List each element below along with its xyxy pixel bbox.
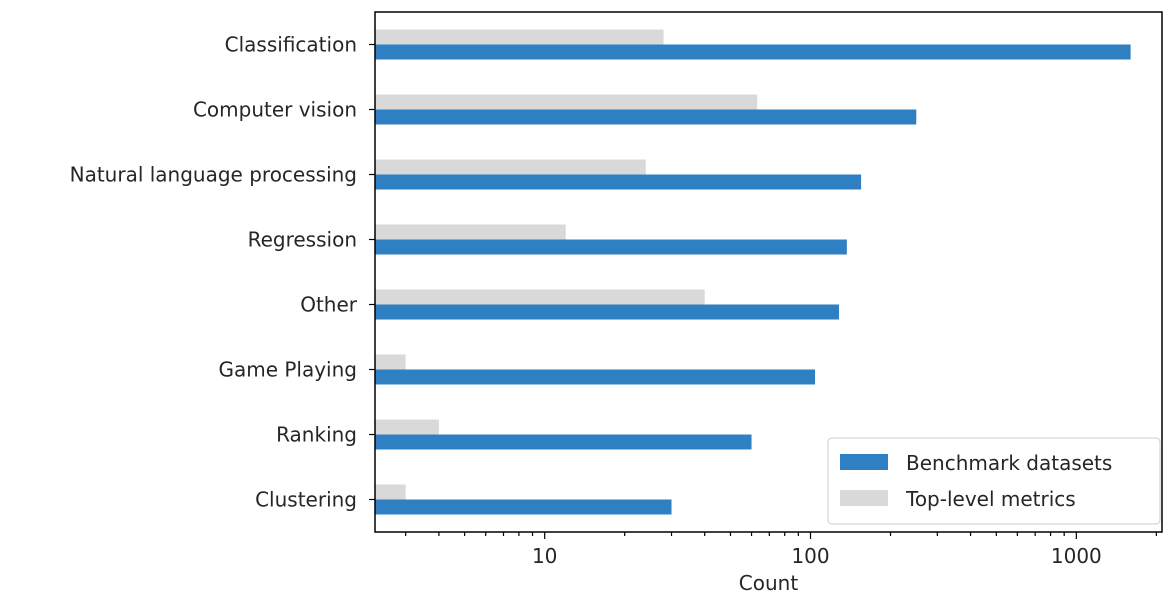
y-tick-label: Ranking (276, 423, 357, 447)
y-tick-label: Clustering (255, 488, 357, 512)
y-tick-label: Natural language processing (70, 163, 357, 187)
x-axis-label: Count (739, 571, 799, 595)
y-tick-label: Computer vision (193, 98, 357, 122)
x-tick-label: 10 (532, 544, 557, 568)
bar-top-level-metrics (375, 159, 646, 175)
y-tick-label: Game Playing (218, 358, 357, 382)
bar-benchmark-datasets (375, 44, 1131, 60)
bar-top-level-metrics (375, 419, 439, 435)
bar-top-level-metrics (375, 224, 566, 240)
legend-box (827, 437, 1161, 525)
bar-benchmark-datasets (375, 304, 840, 320)
bar-benchmark-datasets (375, 434, 752, 450)
plot-frame (374, 11, 1163, 533)
bar-top-level-metrics (375, 354, 406, 370)
x-axis-ticks: 10 100 1000 (405, 532, 1157, 568)
bar-benchmark-datasets (375, 369, 816, 385)
bar-top-level-metrics (375, 94, 758, 110)
y-tick-label: Other (300, 293, 358, 317)
bar-top-level-metrics (375, 289, 705, 305)
y-axis-ticks: Classification Computer vision Natural lan… (70, 33, 375, 512)
bar-benchmark-datasets (375, 239, 847, 255)
legend-label-benchmark: Benchmark datasets (906, 451, 1112, 475)
legend-label-metrics: Top-level metrics (905, 487, 1076, 511)
legend-swatch-benchmark (840, 454, 888, 470)
bar-benchmark-datasets (375, 174, 862, 190)
bar-benchmark-datasets (375, 499, 672, 515)
legend-swatch-metrics (840, 490, 888, 506)
bar-top-level-metrics (375, 484, 406, 500)
bar-benchmark-datasets (375, 109, 917, 125)
y-tick-label: Regression (248, 228, 357, 252)
x-tick-label: 100 (791, 544, 829, 568)
bar-top-level-metrics (375, 29, 664, 45)
legend: Benchmark datasets Top-level metrics (827, 437, 1161, 525)
x-tick-label: 1000 (1051, 544, 1102, 568)
bars-group (375, 29, 1131, 515)
y-tick-label: Classification (225, 33, 357, 57)
